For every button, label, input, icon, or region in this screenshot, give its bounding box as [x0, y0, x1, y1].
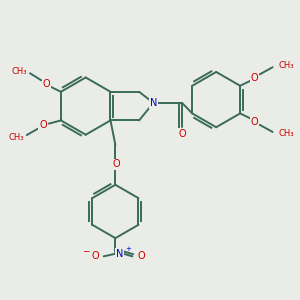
Text: CH₃: CH₃: [12, 67, 27, 76]
Text: O: O: [112, 159, 120, 169]
Text: N: N: [150, 98, 157, 108]
Text: O: O: [91, 251, 99, 261]
Text: O: O: [39, 120, 47, 130]
Text: N: N: [116, 249, 123, 259]
Text: +: +: [125, 246, 131, 252]
Text: O: O: [251, 73, 259, 82]
Text: O: O: [251, 116, 259, 127]
Text: CH₃: CH₃: [278, 61, 294, 70]
Text: CH₃: CH₃: [278, 129, 294, 138]
Text: O: O: [137, 251, 145, 261]
Text: O: O: [43, 79, 50, 89]
Text: CH₃: CH₃: [9, 133, 24, 142]
Text: O: O: [178, 129, 186, 139]
Text: −: −: [82, 246, 90, 255]
